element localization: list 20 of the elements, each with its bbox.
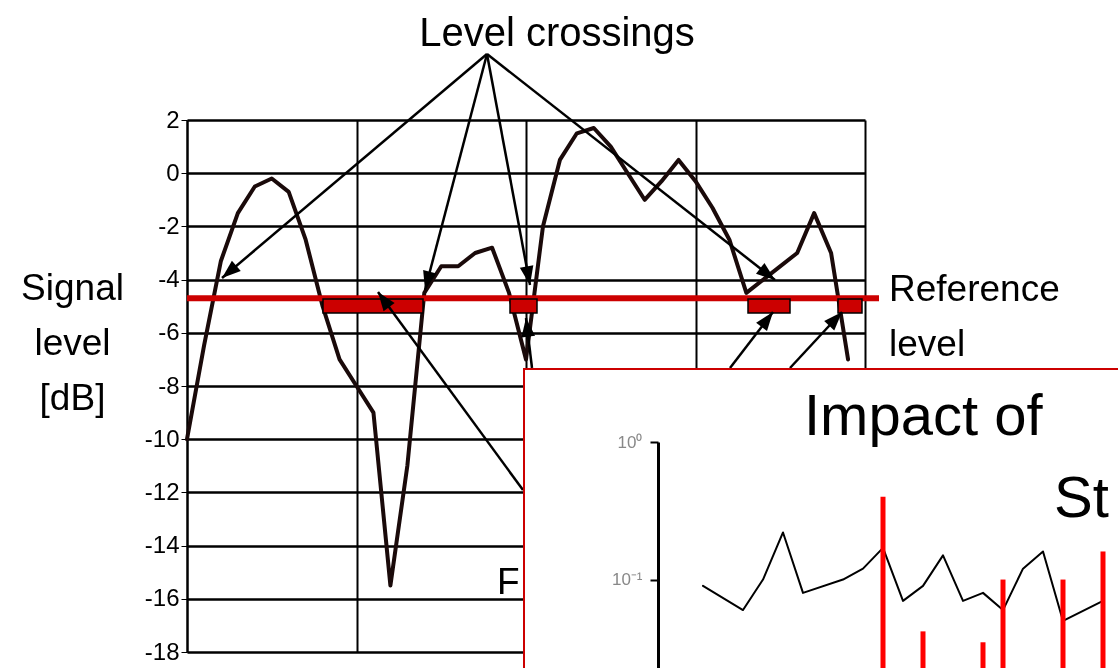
chart-subtitle: St [1054,464,1109,529]
y-tick-label: -2 [158,211,180,239]
y-tick-label: -6 [158,318,180,346]
y-tick-label: 10⁻¹ [611,570,643,590]
y-axis-title: Signal level [dB] [21,266,124,418]
y-tick-label: -16 [144,584,180,612]
y-tick-label: -18 [144,637,180,665]
y-tick-label: 2 [166,105,180,133]
line-series [702,531,1104,622]
y-tick-label: -14 [144,531,180,559]
y-tick-label: -8 [158,371,180,399]
chart-title: Impact of [804,382,1044,447]
ref-line-label: Reference level [889,268,1060,365]
y-tick-label: 0 [166,158,180,186]
annotation: F [497,561,520,602]
y-tick-label: -4 [158,265,180,293]
y-tick-label: -10 [144,424,180,452]
y-tick-label: -12 [144,477,180,505]
y-tick-label: 10⁰ [617,432,643,452]
chart-title: Level crossings [419,10,695,54]
